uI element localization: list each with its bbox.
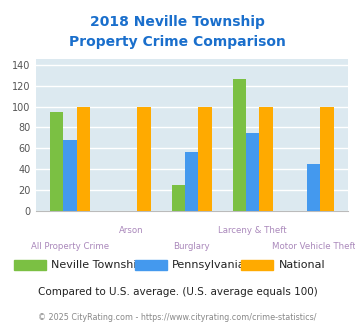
- Text: Compared to U.S. average. (U.S. average equals 100): Compared to U.S. average. (U.S. average …: [38, 287, 317, 297]
- Text: 2018 Neville Township: 2018 Neville Township: [90, 15, 265, 29]
- Text: Motor Vehicle Theft: Motor Vehicle Theft: [272, 242, 355, 250]
- Bar: [185, 151, 198, 211]
- Bar: [137, 107, 151, 211]
- Bar: [63, 140, 77, 211]
- Text: Arson: Arson: [119, 226, 143, 235]
- Text: Pennsylvania: Pennsylvania: [172, 260, 246, 270]
- Bar: [198, 107, 212, 211]
- Bar: [50, 112, 63, 211]
- Text: All Property Crime: All Property Crime: [31, 242, 109, 250]
- Text: Neville Township: Neville Township: [51, 260, 144, 270]
- Text: Property Crime Comparison: Property Crime Comparison: [69, 35, 286, 49]
- Text: Larceny & Theft: Larceny & Theft: [218, 226, 287, 235]
- Bar: [77, 107, 90, 211]
- Text: National: National: [279, 260, 325, 270]
- Bar: [307, 164, 320, 211]
- Bar: [171, 185, 185, 211]
- Text: © 2025 CityRating.com - https://www.cityrating.com/crime-statistics/: © 2025 CityRating.com - https://www.city…: [38, 313, 317, 322]
- Bar: [260, 107, 273, 211]
- Bar: [320, 107, 334, 211]
- Bar: [233, 79, 246, 211]
- Text: Burglary: Burglary: [173, 242, 210, 250]
- Bar: [246, 133, 260, 211]
